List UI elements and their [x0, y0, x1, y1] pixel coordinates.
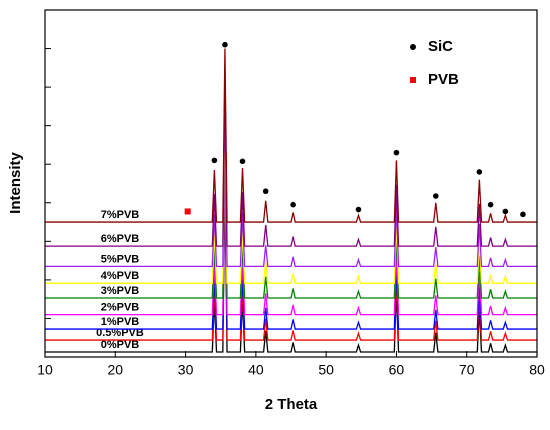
series-line	[45, 72, 537, 247]
series-line	[45, 124, 537, 299]
x-tick-label: 70	[459, 362, 475, 378]
y-axis-title: Intensity	[7, 152, 24, 214]
x-tick-label: 60	[389, 362, 405, 378]
x-tick-label: 10	[37, 362, 53, 378]
peak-marker	[262, 188, 269, 195]
x-axis-title: 2 Theta	[265, 396, 318, 413]
series-label: 0.5%PVB	[96, 327, 144, 339]
peak-marker	[487, 201, 494, 208]
series-line	[45, 166, 537, 341]
series-line	[45, 155, 537, 330]
peak-marker	[432, 193, 439, 199]
series-line	[45, 48, 537, 223]
series-label: 1%PVB	[101, 316, 140, 328]
peak-marker	[520, 211, 526, 218]
legend-symbol	[410, 44, 416, 50]
series-label: 4%PVB	[101, 270, 140, 282]
peak-marker	[184, 208, 191, 215]
series-label: 6%PVB	[101, 233, 140, 245]
legend-label: PVB	[428, 71, 459, 88]
series-line	[45, 141, 537, 316]
peak-marker	[239, 158, 246, 165]
x-tick-label: 20	[107, 362, 123, 378]
series-line	[45, 178, 537, 353]
x-tick-label: 30	[178, 362, 194, 378]
peak-marker	[393, 149, 400, 156]
peak-marker	[502, 208, 509, 215]
series-label: 7%PVB	[101, 209, 140, 221]
legend-symbol	[410, 77, 416, 83]
peak-marker	[211, 157, 218, 164]
peak-marker	[355, 206, 362, 213]
x-tick-label: 40	[248, 362, 264, 378]
peak-marker	[476, 169, 483, 175]
peak-marker	[222, 41, 228, 48]
series-label: 2%PVB	[101, 301, 140, 313]
series-label: 3%PVB	[101, 285, 140, 297]
x-tick-label: 80	[529, 362, 545, 378]
series-line	[45, 92, 537, 268]
series-label: 0%PVB	[101, 339, 140, 351]
plot-frame	[44, 9, 538, 358]
x-tick-label: 50	[318, 362, 334, 378]
series-label: 5%PVB	[101, 253, 140, 265]
legend-label: SiC	[428, 38, 453, 55]
series-line	[45, 109, 537, 284]
peak-marker	[290, 201, 296, 208]
